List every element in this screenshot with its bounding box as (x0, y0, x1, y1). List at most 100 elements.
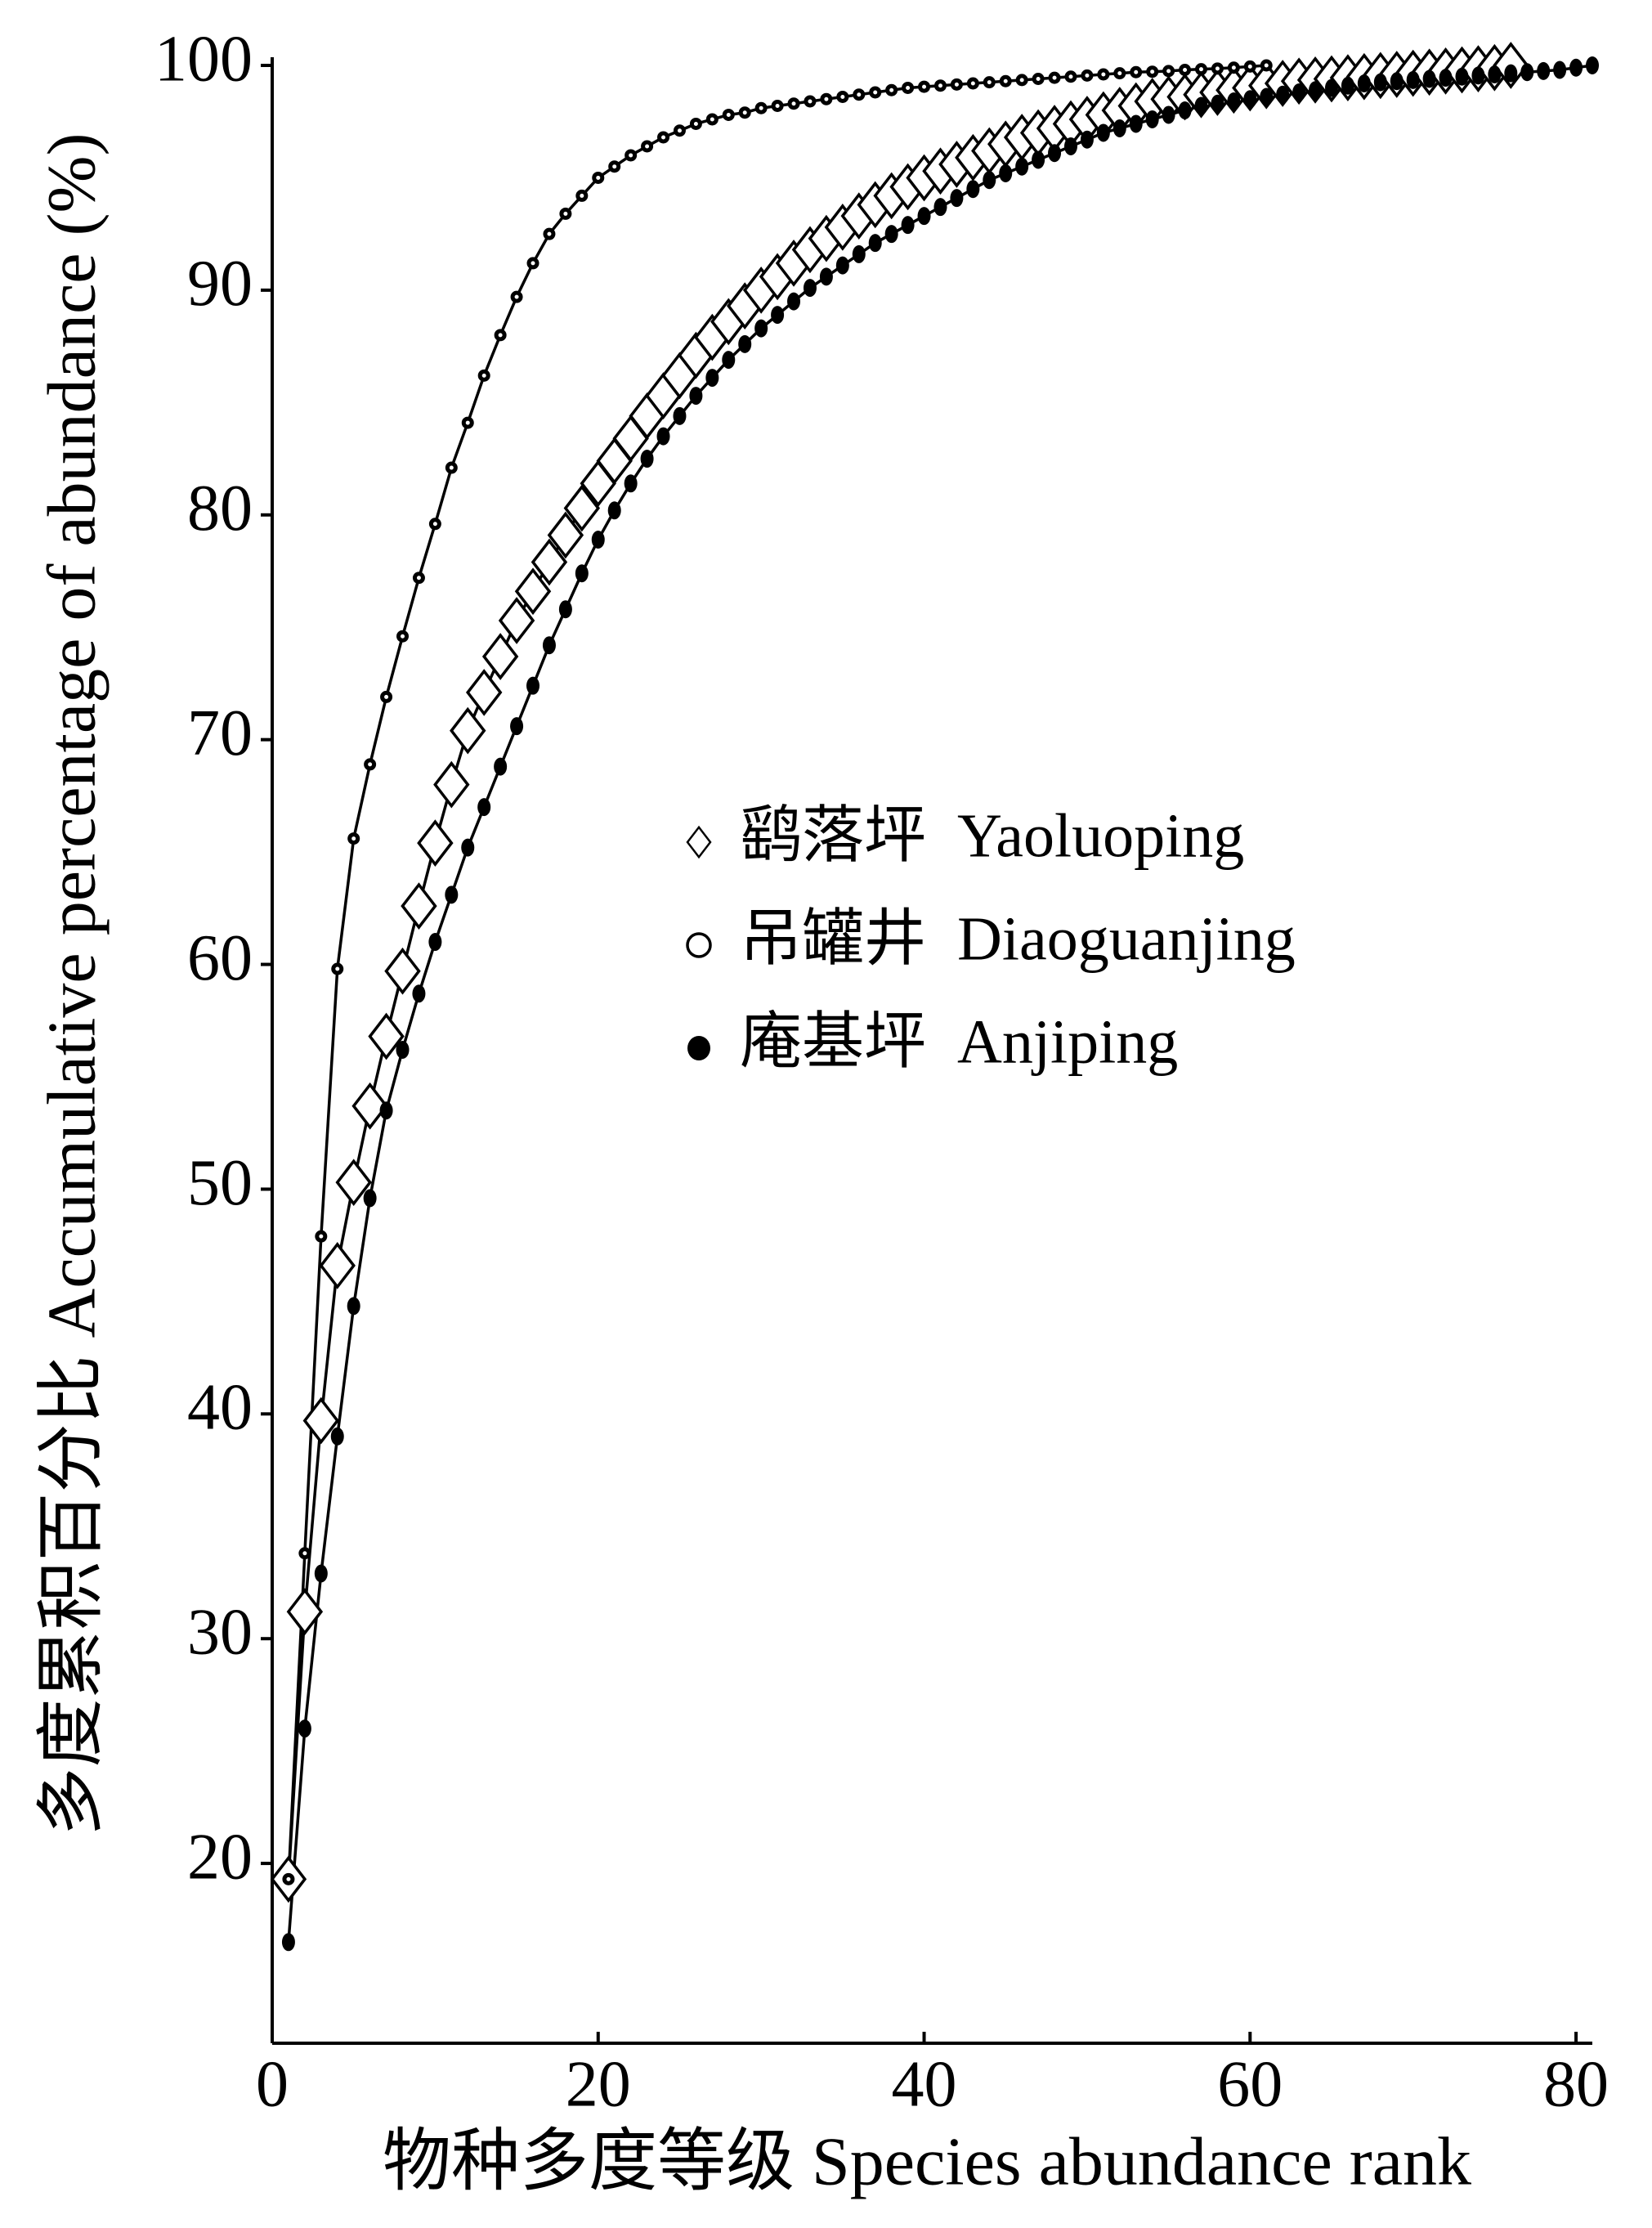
marker (315, 1230, 328, 1243)
marker (1162, 65, 1175, 78)
marker (689, 117, 702, 130)
marker (771, 306, 785, 325)
marker (933, 198, 947, 217)
marker (1553, 61, 1567, 79)
marker (282, 1872, 295, 1885)
marker (868, 234, 882, 253)
marker (1373, 73, 1387, 92)
marker (1145, 110, 1159, 128)
marker (330, 1427, 344, 1446)
marker (1520, 63, 1534, 82)
marker (526, 676, 540, 695)
marker (917, 207, 931, 226)
marker (1130, 65, 1143, 78)
marker (477, 798, 491, 817)
marker (853, 88, 866, 101)
marker (1015, 157, 1029, 176)
marker (592, 171, 605, 184)
x-tick-label: 60 (1217, 2048, 1283, 2120)
marker (1243, 60, 1256, 73)
legend-label: 鹞落坪 Yaoluoping (740, 801, 1244, 870)
marker (1081, 69, 1094, 82)
marker (1488, 65, 1502, 83)
marker (1406, 70, 1420, 89)
marker (689, 387, 703, 406)
marker (379, 1101, 393, 1120)
marker (901, 216, 915, 235)
marker (1276, 85, 1290, 104)
marker (1439, 69, 1453, 87)
marker (417, 819, 454, 867)
y-axis-title: 多度累积百分比 Accumulative percentage of abund… (34, 133, 110, 1836)
marker (722, 108, 735, 121)
marker (531, 538, 568, 586)
y-tick-label: 30 (187, 1597, 253, 1669)
marker (966, 77, 979, 90)
y-tick-label: 100 (154, 23, 253, 95)
marker (608, 160, 621, 173)
marker (575, 564, 589, 583)
marker (450, 706, 486, 755)
marker (1586, 56, 1599, 74)
marker (401, 882, 437, 930)
x-tick-label: 80 (1543, 2048, 1609, 2120)
marker (754, 319, 768, 338)
marker (607, 501, 621, 520)
marker (591, 531, 605, 549)
marker (918, 80, 931, 93)
marker (738, 106, 751, 119)
legend-label: 庵基坪 Anjiping (740, 1007, 1178, 1076)
marker (625, 149, 638, 162)
marker (477, 369, 490, 382)
marker (835, 256, 849, 275)
marker (884, 225, 898, 244)
x-tick-label: 20 (566, 2048, 631, 2120)
marker (543, 227, 556, 240)
marker (1455, 67, 1469, 86)
marker (1537, 61, 1551, 80)
marker (1341, 76, 1354, 95)
marker (319, 1242, 356, 1289)
marker (363, 1189, 377, 1208)
marker (819, 267, 833, 286)
marker (1194, 96, 1208, 115)
legend-marker (686, 932, 712, 958)
marker (1032, 150, 1045, 169)
marker (1227, 61, 1240, 74)
marker (1113, 67, 1126, 80)
marker (738, 334, 752, 353)
marker (494, 329, 507, 342)
marker (950, 189, 964, 208)
marker (433, 760, 470, 809)
marker (380, 690, 393, 703)
marker (1048, 71, 1061, 84)
marker (983, 171, 996, 190)
marker (885, 83, 898, 96)
marker (1292, 83, 1306, 101)
y-tick-label: 90 (187, 248, 253, 320)
marker (641, 140, 654, 153)
marker (1064, 70, 1077, 83)
marker (1357, 74, 1371, 92)
marker (1260, 59, 1273, 72)
marker (902, 81, 915, 94)
marker (722, 351, 736, 370)
marker (1504, 64, 1518, 83)
marker (412, 984, 426, 1003)
marker (445, 461, 458, 474)
marker (494, 757, 508, 776)
marker (364, 758, 377, 771)
marker (999, 74, 1012, 87)
marker (656, 427, 670, 446)
marker (384, 947, 421, 995)
marker (673, 124, 686, 137)
marker (547, 511, 584, 559)
marker (396, 630, 410, 643)
marker (347, 832, 360, 845)
marker (298, 1719, 311, 1738)
marker (347, 1297, 360, 1316)
marker (1179, 63, 1192, 76)
marker (286, 1588, 324, 1636)
marker (368, 1012, 405, 1060)
marker (804, 95, 817, 108)
